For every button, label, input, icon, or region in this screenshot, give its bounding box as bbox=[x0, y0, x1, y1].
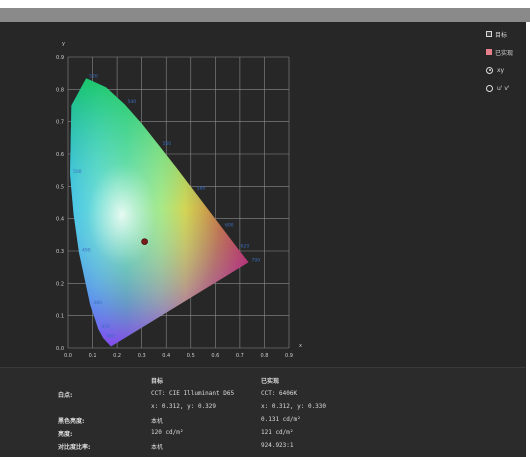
x-tick-label: 0.4 bbox=[162, 353, 170, 359]
locus-wavelength-labels: 520 540 560 580 600 620 700 500 490 480 470 460 bbox=[73, 73, 260, 339]
white-point-series bbox=[141, 238, 148, 245]
row-label: 对比度比率: bbox=[58, 444, 91, 451]
actual-swatch-icon bbox=[486, 49, 492, 55]
y-tick-label: 0.6 bbox=[56, 152, 64, 158]
x-tick-label: 0.1 bbox=[89, 353, 97, 359]
table-row: 白点: CCT: CIE Illuminant D65 CCT: 6406K bbox=[58, 390, 518, 400]
x-axis-label: x bbox=[299, 343, 302, 349]
radio-xy-label: xy bbox=[497, 66, 505, 74]
x-tick-label: 0.9 bbox=[285, 353, 293, 359]
gamut-white-layer bbox=[70, 78, 249, 347]
wavelength-label: 470 bbox=[101, 324, 110, 330]
y-tick-label: 0.4 bbox=[56, 217, 64, 223]
y-axis-label: y bbox=[62, 41, 65, 47]
x-tick-label: 0.6 bbox=[211, 353, 219, 359]
y-tick-label: 0.5 bbox=[56, 184, 64, 190]
wavelength-label: 700 bbox=[251, 257, 260, 263]
wavelength-label: 600 bbox=[225, 223, 234, 229]
x-tick-label: 0.5 bbox=[187, 353, 195, 359]
row-label: 黑色亮度: bbox=[58, 418, 85, 425]
row-target: 本机 bbox=[151, 444, 164, 451]
row-actual: 121 cd/m² bbox=[261, 429, 294, 436]
axis-ticks: 0.0 0.1 0.2 0.3 0.4 0.5 0.6 0.7 0.8 0.9 0.0 0.1 0.2 0… bbox=[56, 41, 302, 359]
wavelength-label: 500 bbox=[73, 169, 82, 175]
title-bar bbox=[0, 8, 530, 22]
table-row: x: 0.312, y: 0.329 x: 0.312, y: 0.330 bbox=[58, 403, 518, 413]
table-row: 亮度: 120 cd/m² 121 cd/m² bbox=[58, 429, 518, 439]
x-tick-label: 0.2 bbox=[113, 353, 121, 359]
header-actual: 已实现 bbox=[261, 378, 280, 385]
legend-target: 目标 bbox=[486, 28, 526, 40]
wavelength-label: 480 bbox=[93, 300, 102, 306]
y-tick-label: 0.3 bbox=[56, 249, 64, 255]
row-target: 120 cd/m² bbox=[151, 429, 184, 436]
x-tick-label: 0.0 bbox=[64, 353, 72, 359]
table-row: 对比度比率: 本机 924.923:1 bbox=[58, 442, 518, 452]
row-label: 亮度: bbox=[58, 431, 73, 438]
row-target: x: 0.312, y: 0.329 bbox=[151, 403, 217, 410]
legend-actual-label: 已实现 bbox=[495, 49, 514, 57]
y-tick-label: 0.7 bbox=[56, 120, 64, 126]
white-point-marker bbox=[141, 238, 148, 245]
legend: 目标 已实现 xy u' v' bbox=[486, 28, 526, 100]
wavelength-label: 540 bbox=[127, 99, 136, 105]
wavelength-label: 580 bbox=[197, 186, 206, 192]
x-tick-label: 0.7 bbox=[236, 353, 244, 359]
results-panel bbox=[0, 367, 526, 457]
table-row: 黑色亮度: 本机 0.131 cd/m² bbox=[58, 416, 518, 426]
x-tick-label: 0.8 bbox=[260, 353, 268, 359]
radio-xy[interactable]: xy bbox=[486, 64, 526, 76]
x-tick-label: 0.3 bbox=[138, 353, 146, 359]
y-tick-label: 0.2 bbox=[56, 281, 64, 287]
target-swatch-icon bbox=[486, 31, 492, 37]
legend-target-label: 目标 bbox=[495, 31, 508, 39]
row-actual: 0.131 cd/m² bbox=[261, 416, 301, 423]
radio-unselected-icon[interactable] bbox=[486, 84, 493, 92]
radio-selected-icon[interactable] bbox=[486, 66, 493, 74]
wavelength-label: 620 bbox=[241, 243, 250, 249]
wavelength-label: 460 bbox=[106, 333, 115, 339]
spectral-locus-gamut bbox=[70, 78, 249, 347]
row-actual: x: 0.312, y: 0.330 bbox=[261, 403, 327, 410]
radio-uv-label: u' v' bbox=[497, 84, 510, 92]
wavelength-label: 560 bbox=[163, 141, 172, 147]
wavelength-label: 490 bbox=[82, 248, 91, 254]
header-target: 目标 bbox=[151, 378, 164, 385]
row-actual: CCT: 6406K bbox=[261, 390, 298, 397]
row-target: CCT: CIE Illuminant D65 bbox=[151, 390, 235, 397]
radio-uv[interactable]: u' v' bbox=[486, 82, 526, 94]
y-tick-label: 0.0 bbox=[56, 346, 64, 352]
row-label: 白点: bbox=[58, 392, 73, 399]
table-header: 目标 已实现 bbox=[58, 376, 518, 386]
row-actual: 924.923:1 bbox=[261, 442, 294, 449]
wavelength-label: 520 bbox=[89, 73, 98, 79]
y-tick-label: 0.9 bbox=[56, 55, 64, 61]
cie-chromaticity-chart: 0.0 0.1 0.2 0.3 0.4 0.5 0.6 0.7 0.8 0.9 0.0 0.1 0.2 0… bbox=[56, 41, 302, 359]
y-tick-label: 0.8 bbox=[56, 87, 64, 93]
legend-actual: 已实现 bbox=[486, 46, 526, 58]
row-target: 本机 bbox=[151, 418, 164, 425]
y-tick-label: 0.1 bbox=[56, 314, 64, 320]
chromaticity-panel: 0.0 0.1 0.2 0.3 0.4 0.5 0.6 0.7 0.8 0.9 0.0 0.1 0.2 0… bbox=[0, 22, 526, 367]
